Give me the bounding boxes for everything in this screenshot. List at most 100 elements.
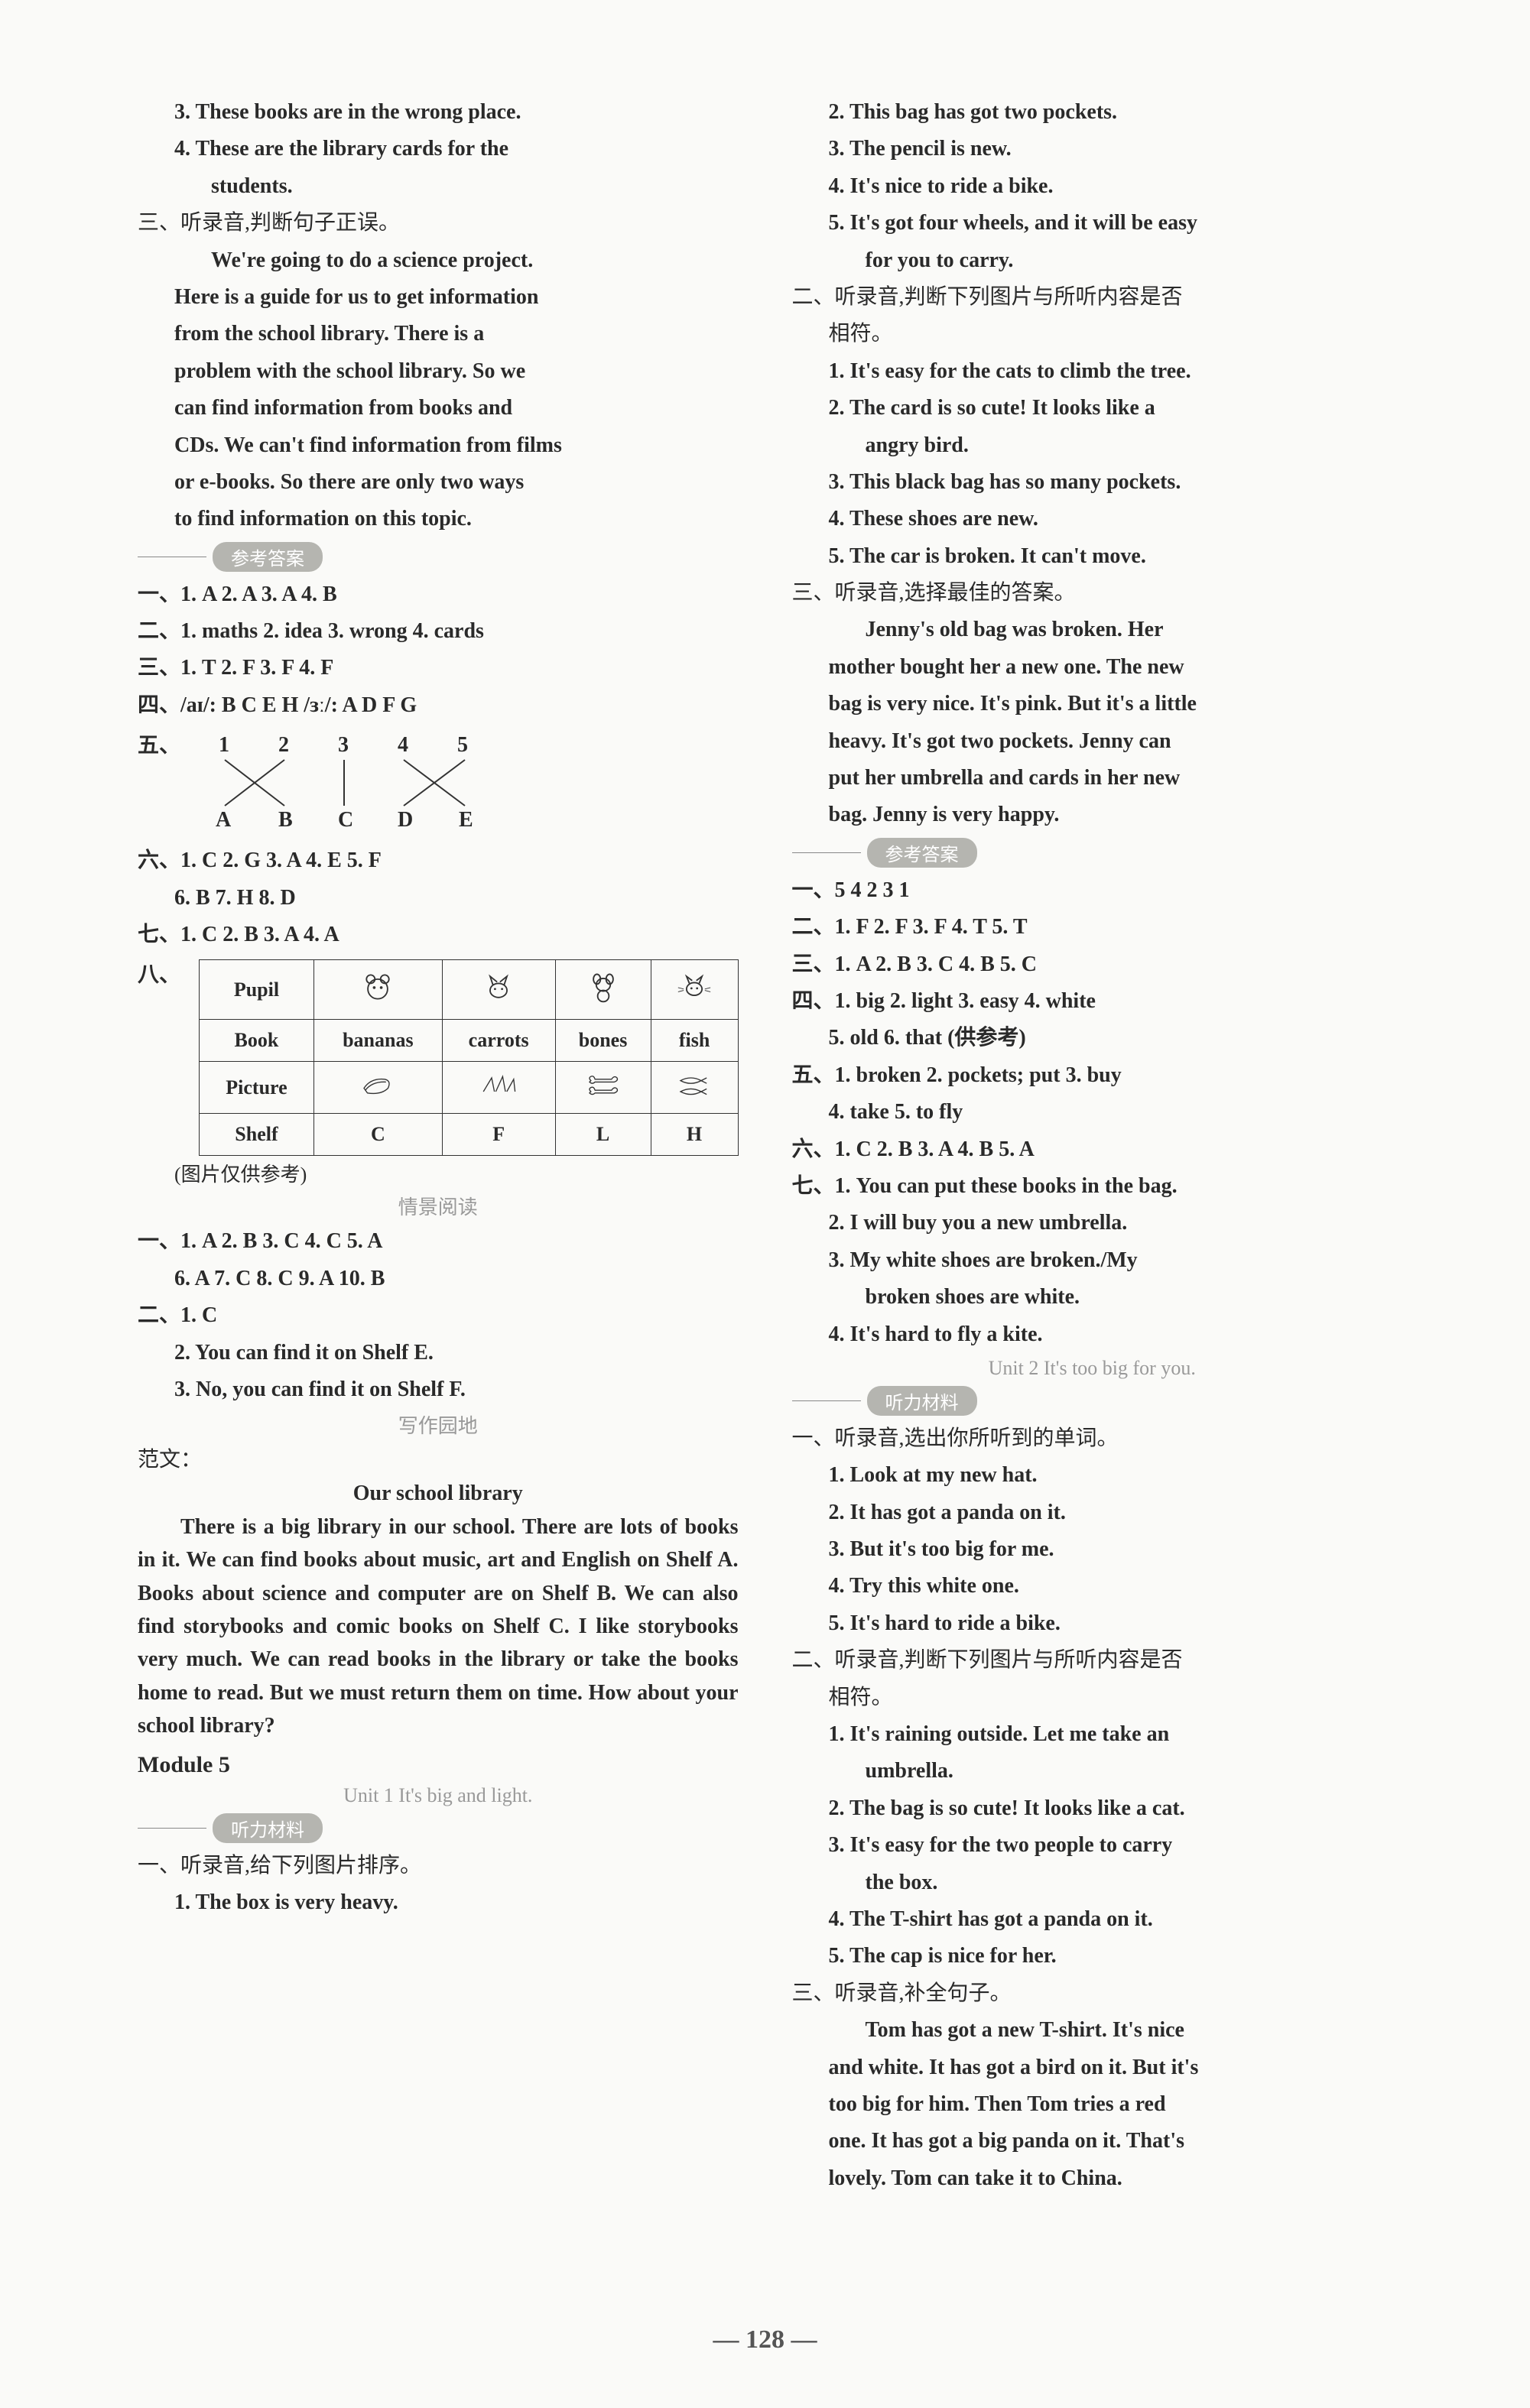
answer-line: 4. It's hard to fly a kite. — [792, 1318, 1393, 1351]
listening-pill: 听力材料 — [213, 1813, 323, 1843]
cell: F — [442, 1114, 555, 1156]
section-2-heading: 二、听录音,判断下列图片与所听内容是否 — [792, 281, 1393, 313]
text-line: to find information on this topic. — [138, 502, 739, 535]
table-row: Picture — [200, 1062, 739, 1114]
answers-pill: 参考答案 — [213, 542, 323, 572]
food-icon-cell — [555, 1062, 651, 1114]
animal-icon-cell — [651, 960, 738, 1020]
text-line: 4. The T-shirt has got a panda on it. — [792, 1903, 1393, 1936]
text-line: 3. But it's too big for me. — [792, 1533, 1393, 1566]
cell: Book — [200, 1020, 314, 1062]
animal-icon-cell — [313, 960, 442, 1020]
text-line: lovely. Tom can take it to China. — [792, 2162, 1393, 2195]
cell: Picture — [200, 1062, 314, 1114]
diagram-top: 2 — [278, 733, 289, 758]
text-line: CDs. We can't find information from film… — [138, 429, 739, 462]
answer-line: 六、1. C 2. G 3. A 4. E 5. F — [138, 844, 739, 877]
text-line: heavy. It's got two pockets. Jenny can — [792, 725, 1393, 758]
text-line: 2. The bag is so cute! It looks like a c… — [792, 1792, 1393, 1825]
unit-2-label: Unit 2 It's too big for you. — [792, 1357, 1393, 1380]
answer-line: 3. My white shoes are broken./My — [792, 1244, 1393, 1277]
text-line: 1. The box is very heavy. — [138, 1886, 739, 1919]
cell: L — [555, 1114, 651, 1156]
text-line: 4. Try this white one. — [792, 1569, 1393, 1602]
text-line: Jenny's old bag was broken. Her — [792, 613, 1393, 646]
answer-line: 一、1. A 2. A 3. A 4. B — [138, 578, 739, 611]
text-line: students. — [138, 170, 739, 203]
answer-line: 5. old 6. that (供参考) — [792, 1021, 1393, 1054]
diagram-top: 1 — [219, 733, 229, 758]
text-line: problem with the school library. So we — [138, 355, 739, 388]
cross-lines-icon — [211, 756, 486, 810]
answers-pill: 参考答案 — [867, 838, 977, 868]
diagram-top: 3 — [338, 733, 349, 758]
answer-line: 三、1. A 2. B 3. C 4. B 5. C — [792, 948, 1393, 981]
text-line: 3. It's easy for the two people to carry — [792, 1829, 1393, 1861]
answer-line: 一、5 4 2 3 1 — [792, 874, 1393, 907]
text-line: from the school library. There is a — [138, 317, 739, 350]
text-line: bag. Jenny is very happy. — [792, 798, 1393, 831]
text-line: 3. This black bag has so many pockets. — [792, 466, 1393, 498]
answer-line: 三、1. T 2. F 3. F 4. F — [138, 651, 739, 684]
answers-pill-row: 参考答案 — [792, 838, 1393, 868]
answer-line: 6. B 7. H 8. D — [138, 881, 739, 914]
listen-3-heading: 三、听录音,补全句子。 — [792, 1977, 1393, 2010]
answer-line: 一、1. A 2. B 3. C 4. C 5. A — [138, 1225, 739, 1258]
section-5-head: 五、 — [138, 729, 174, 836]
answer-line: broken shoes are white. — [792, 1280, 1393, 1313]
text-line: 5. The car is broken. It can't move. — [792, 540, 1393, 573]
text-line: 2. It has got a panda on it. — [792, 1496, 1393, 1529]
diagram-top: 5 — [457, 733, 468, 758]
diagram-bot: B — [278, 808, 293, 832]
food-icon-cell — [313, 1062, 442, 1114]
listening-pill-row: 听力材料 — [792, 1386, 1393, 1416]
cell: fish — [651, 1020, 738, 1062]
text-line: or e-books. So there are only two ways — [138, 466, 739, 498]
text-line: 1. Look at my new hat. — [792, 1459, 1393, 1491]
text-line: 2. The card is so cute! It looks like a — [792, 391, 1393, 424]
answer-line: 七、1. You can put these books in the bag. — [792, 1170, 1393, 1202]
answer-line: 4. take 5. to fly — [792, 1095, 1393, 1128]
text-line: one. It has got a big panda on it. That'… — [792, 2124, 1393, 2157]
text-line: angry bird. — [792, 429, 1393, 462]
cell: Shelf — [200, 1114, 314, 1156]
essay-title: Our school library — [138, 1481, 739, 1506]
fanwen-label: 范文： — [138, 1443, 739, 1476]
text-line: the box. — [792, 1866, 1393, 1899]
text-line: and white. It has got a bird on it. But … — [792, 2051, 1393, 2084]
unit-1-label: Unit 1 It's big and light. — [138, 1784, 739, 1807]
diagram-bot: A — [216, 808, 231, 832]
listening-pill: 听力材料 — [867, 1386, 977, 1416]
answers-pill-row: 参考答案 — [138, 542, 739, 572]
text-line: mother bought her a new one. The new — [792, 651, 1393, 683]
food-icon-cell — [442, 1062, 555, 1114]
left-column: 3. These books are in the wrong place. 4… — [138, 92, 739, 2199]
section-3-heading: 三、听录音,选择最佳的答案。 — [792, 576, 1393, 609]
scene-reading-label: 情景阅读 — [138, 1192, 739, 1220]
text-line: 4. These shoes are new. — [792, 502, 1393, 535]
answer-line: 七、1. C 2. B 3. A 4. A — [138, 918, 739, 951]
animal-icon-cell — [442, 960, 555, 1020]
answer-line: 四、1. big 2. light 3. easy 4. white — [792, 985, 1393, 1017]
section-3-heading: 三、听录音,判断句子正误。 — [138, 206, 739, 239]
text-line: 1. It's easy for the cats to climb the t… — [792, 355, 1393, 388]
listen-2-heading-cont: 相符。 — [792, 1681, 1393, 1714]
listening-pill-row: 听力材料 — [138, 1813, 739, 1843]
text-line: 3. The pencil is new. — [792, 132, 1393, 165]
text-line: for you to carry. — [792, 244, 1393, 277]
text-line: 4. It's nice to ride a bike. — [792, 170, 1393, 203]
cell: bananas — [313, 1020, 442, 1062]
diagram-bot: E — [459, 808, 473, 832]
right-column: 2. This bag has got two pockets. 3. The … — [792, 92, 1393, 2199]
cell: C — [313, 1114, 442, 1156]
answer-line: 四、/aɪ/: B C E H /ɜː/: A D F G — [138, 689, 739, 722]
table-note: (图片仅供参考) — [174, 1159, 739, 1187]
answer-line: 3. No, you can find it on Shelf F. — [138, 1373, 739, 1406]
cell: bones — [555, 1020, 651, 1062]
table-row: Shelf C F L H — [200, 1114, 739, 1156]
text-line: Tom has got a new T-shirt. It's nice — [792, 2014, 1393, 2046]
text-line: 5. It's got four wheels, and it will be … — [792, 206, 1393, 239]
animal-icon-cell — [555, 960, 651, 1020]
text-line: bag is very nice. It's pink. But it's a … — [792, 687, 1393, 720]
diagram-bot: C — [338, 808, 353, 832]
